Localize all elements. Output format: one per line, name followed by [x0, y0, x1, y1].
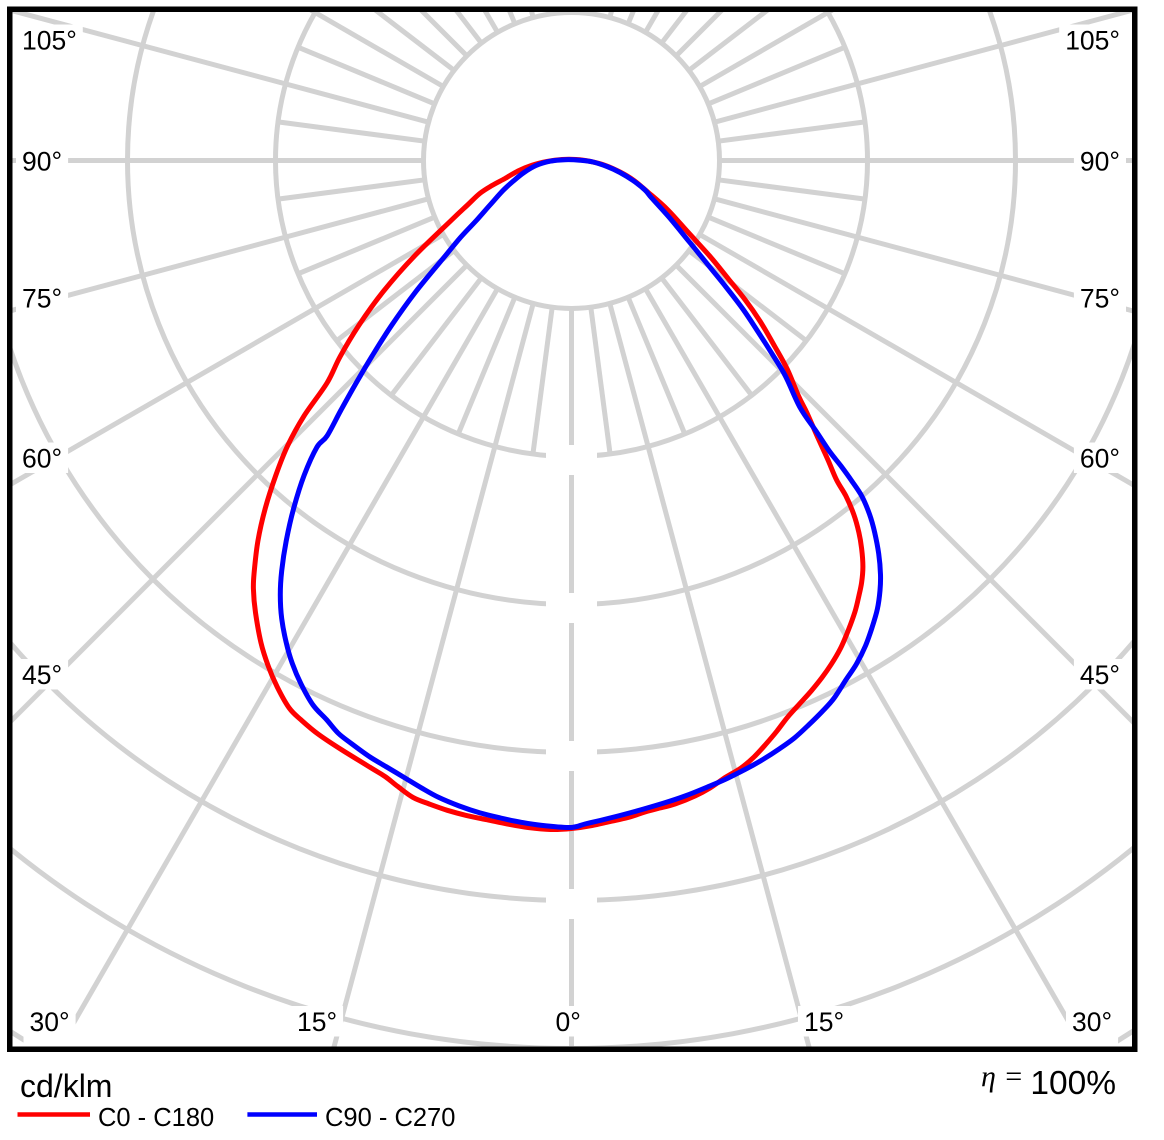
svg-text:45°: 45° — [1080, 660, 1120, 690]
svg-text:C0 - C180: C0 - C180 — [98, 1104, 214, 1132]
svg-text:30°: 30° — [1072, 1007, 1112, 1037]
svg-text:75°: 75° — [22, 284, 62, 314]
svg-text:75°: 75° — [1080, 284, 1120, 314]
svg-text:15°: 15° — [804, 1007, 844, 1037]
svg-text:15°: 15° — [297, 1007, 337, 1037]
svg-text:105°: 105° — [1065, 26, 1120, 56]
svg-text:cd/klm: cd/klm — [20, 1068, 112, 1104]
svg-text:90°: 90° — [22, 147, 62, 177]
svg-text:60°: 60° — [22, 444, 62, 474]
svg-text:105°: 105° — [22, 26, 77, 56]
svg-text:30°: 30° — [30, 1007, 70, 1037]
svg-text:45°: 45° — [22, 660, 62, 690]
svg-text:60°: 60° — [1080, 444, 1120, 474]
svg-text:100%: 100% — [1030, 1065, 1116, 1102]
svg-text:90°: 90° — [1080, 147, 1120, 177]
svg-text:C90 - C270: C90 - C270 — [325, 1104, 455, 1132]
svg-text:0°: 0° — [556, 1007, 581, 1037]
svg-text:η =: η = — [981, 1060, 1024, 1093]
